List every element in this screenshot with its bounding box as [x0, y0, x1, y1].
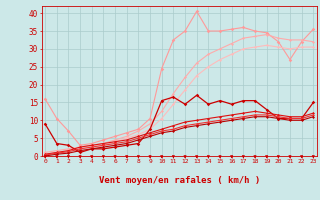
X-axis label: Vent moyen/en rafales ( km/h ): Vent moyen/en rafales ( km/h )	[99, 176, 260, 185]
